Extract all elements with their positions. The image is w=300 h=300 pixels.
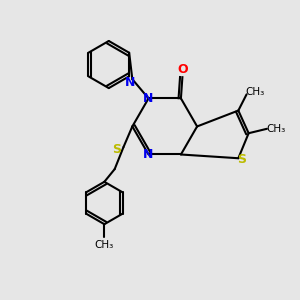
Text: N: N (143, 148, 153, 161)
Text: S: S (112, 143, 122, 157)
Text: O: O (177, 63, 188, 76)
Text: N: N (124, 76, 135, 89)
Text: N: N (143, 92, 154, 105)
Text: S: S (237, 153, 246, 166)
Text: CH₃: CH₃ (245, 87, 264, 97)
Text: CH₃: CH₃ (95, 240, 114, 250)
Text: CH₃: CH₃ (266, 124, 285, 134)
